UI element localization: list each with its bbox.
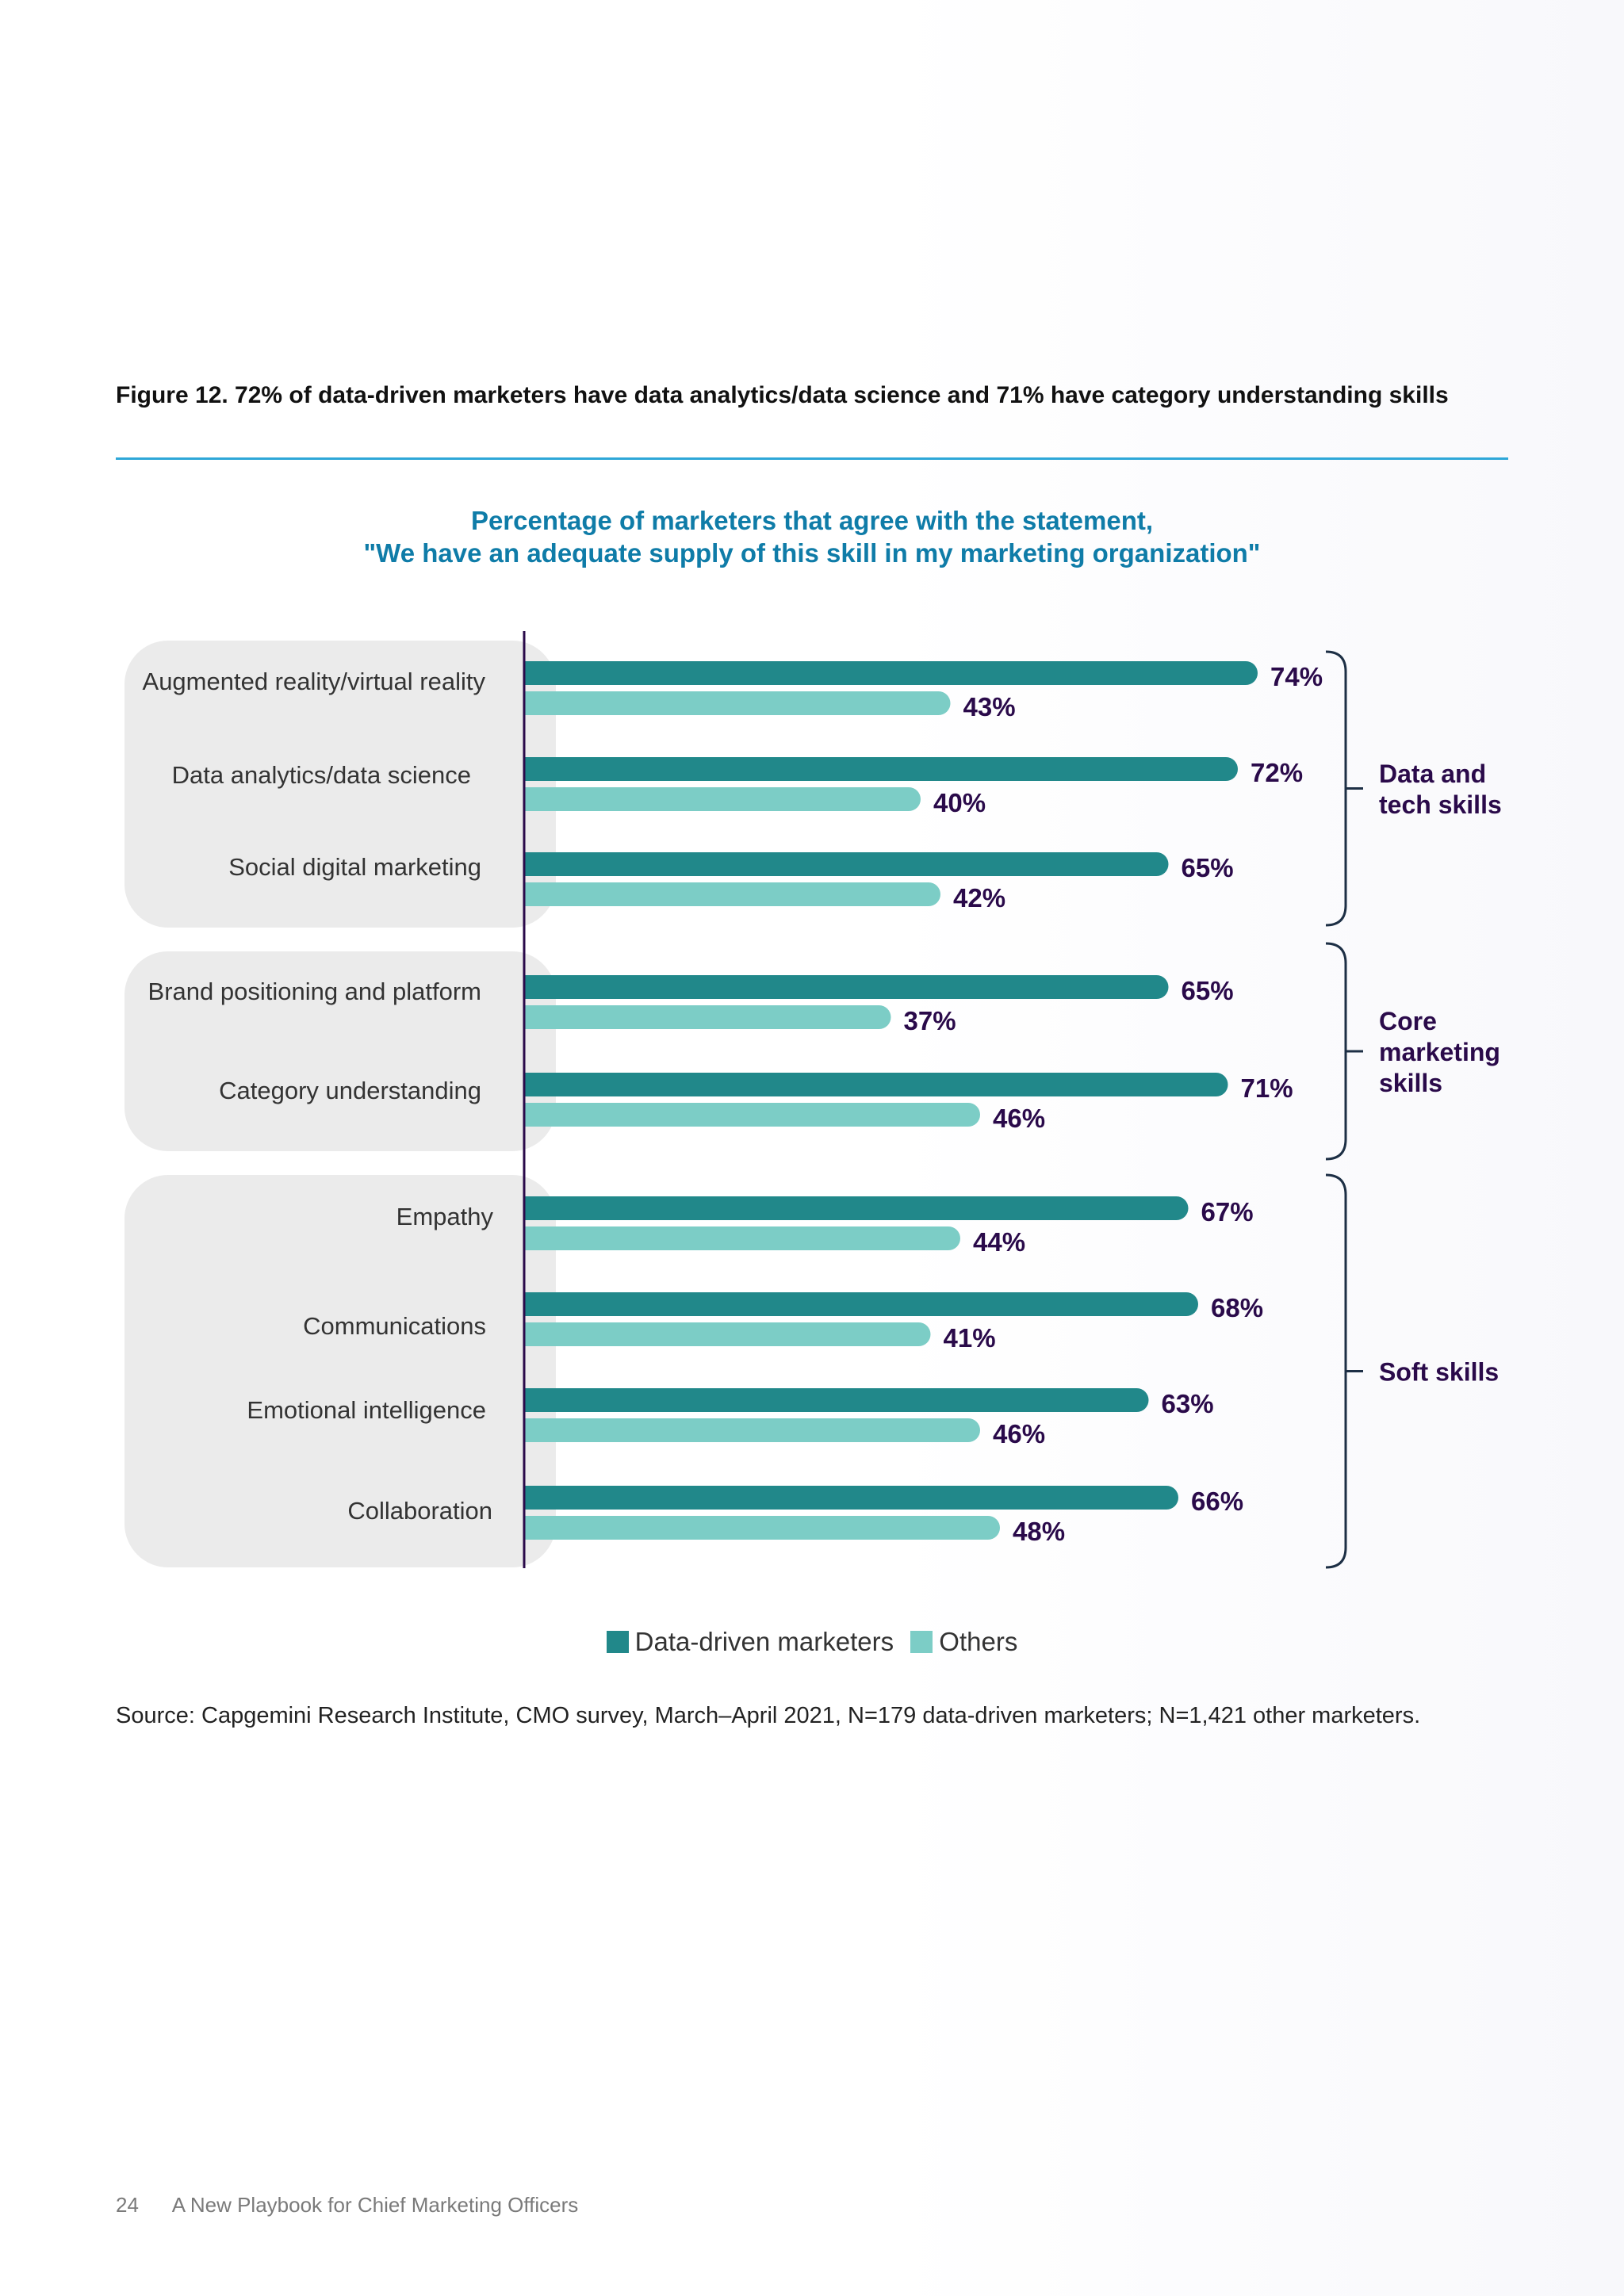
value-label-others: 41% xyxy=(944,1323,996,1353)
bar-data-driven xyxy=(524,1388,1149,1412)
figure-title: Figure 12. 72% of data-driven marketers … xyxy=(116,382,1449,408)
page-footer: 24 A New Playbook for Chief Marketing Of… xyxy=(116,2193,578,2218)
bar-data-driven xyxy=(524,757,1238,781)
bar-data-driven-base xyxy=(524,852,540,876)
bar-others xyxy=(524,691,951,715)
value-label-others: 44% xyxy=(973,1227,1025,1257)
bar-others xyxy=(524,1418,980,1442)
bar-data-driven xyxy=(524,1073,1228,1096)
bar-data-driven xyxy=(524,1292,1198,1316)
bar-data-driven-base xyxy=(524,975,540,999)
bar-others-base xyxy=(524,1103,540,1127)
bar-others xyxy=(524,1322,931,1346)
bar-data-driven-base xyxy=(524,1486,540,1510)
value-label-data-driven: 72% xyxy=(1251,758,1303,787)
chart-legend: Data-driven marketers Others xyxy=(0,1627,1624,1659)
source-note: Source: Capgemini Research Institute, CM… xyxy=(116,1703,1421,1728)
chart-heading: Percentage of marketers that agree with … xyxy=(116,504,1508,569)
value-label-data-driven: 68% xyxy=(1211,1293,1263,1322)
bar-others xyxy=(524,1226,960,1250)
category-label: Social digital marketing xyxy=(228,853,481,881)
bar-others-base xyxy=(524,1418,540,1442)
bar-data-driven-base xyxy=(524,1073,540,1096)
value-label-data-driven: 74% xyxy=(1270,662,1323,691)
value-label-others: 40% xyxy=(933,788,986,817)
group-panel-2 xyxy=(124,951,556,1151)
value-label-others: 42% xyxy=(953,883,1005,913)
value-label-others: 46% xyxy=(993,1104,1045,1133)
bar-data-driven xyxy=(524,852,1169,876)
value-label-data-driven: 65% xyxy=(1182,976,1234,1005)
chart-heading-line-2: "We have an adequate supply of this skil… xyxy=(363,538,1261,568)
category-label: Brand positioning and platform xyxy=(148,978,481,1005)
legend-item-data-driven: Data-driven marketers xyxy=(606,1627,894,1657)
bar-others-base xyxy=(524,691,540,715)
bar-data-driven xyxy=(524,1486,1178,1510)
bar-others xyxy=(524,882,940,906)
bar-data-driven xyxy=(524,1196,1189,1220)
bar-others-base xyxy=(524,787,540,811)
bar-data-driven-base xyxy=(524,1388,540,1412)
bar-others xyxy=(524,787,921,811)
chart-heading-line-1: Percentage of marketers that agree with … xyxy=(470,506,1154,535)
value-label-data-driven: 71% xyxy=(1241,1073,1293,1103)
value-label-data-driven: 67% xyxy=(1201,1197,1254,1226)
bar-others xyxy=(524,1516,1000,1540)
group-label-line: tech skills xyxy=(1379,790,1502,819)
bar-others-base xyxy=(524,1322,540,1346)
bar-data-driven xyxy=(524,661,1258,685)
value-label-data-driven: 63% xyxy=(1162,1389,1214,1418)
value-label-data-driven: 66% xyxy=(1191,1487,1243,1516)
group-bracket-3 xyxy=(1325,1173,1347,1569)
group-label-line: Data and xyxy=(1379,760,1486,788)
bar-others-base xyxy=(524,1516,540,1540)
page-number: 24 xyxy=(116,2193,139,2217)
value-label-others: 46% xyxy=(993,1419,1045,1448)
group-bracket-2 xyxy=(1325,942,1347,1161)
category-label: Augmented reality/virtual reality xyxy=(143,668,486,695)
category-label: Collaboration xyxy=(347,1497,492,1525)
bar-data-driven-base xyxy=(524,757,540,781)
bar-data-driven-base xyxy=(524,1292,540,1316)
document-title: A New Playbook for Chief Marketing Offic… xyxy=(171,2193,579,2217)
group-label-line: skills xyxy=(1379,1069,1442,1097)
bar-others-base xyxy=(524,1005,540,1029)
value-label-others: 48% xyxy=(1013,1517,1065,1546)
legend-swatch-data-driven xyxy=(606,1631,629,1653)
bar-data-driven-base xyxy=(524,1196,540,1220)
category-label: Emotional intelligence xyxy=(247,1396,486,1424)
bar-others xyxy=(524,1005,891,1029)
legend-swatch-others xyxy=(910,1631,933,1653)
group-label-line: marketing xyxy=(1379,1038,1500,1066)
bar-others-base xyxy=(524,882,540,906)
bar-data-driven-base xyxy=(524,661,540,685)
category-label: Empathy xyxy=(396,1203,494,1230)
bar-data-driven xyxy=(524,975,1169,999)
group-panel-1 xyxy=(124,641,556,928)
bar-chart: Augmented reality/virtual reality Data an… xyxy=(124,631,1502,1569)
legend-item-others: Others xyxy=(910,1627,1017,1657)
legend-label-data-driven: Data-driven marketers xyxy=(634,1627,894,1656)
value-label-data-driven: 65% xyxy=(1182,853,1234,882)
category-label: Communications xyxy=(303,1312,486,1340)
group-bracket-1 xyxy=(1325,650,1347,927)
group-panel-3 xyxy=(124,1175,556,1567)
value-label-others: 37% xyxy=(904,1006,956,1035)
group-label-line: Core xyxy=(1379,1007,1437,1035)
legend-label-others: Others xyxy=(939,1627,1018,1656)
category-label: Category understanding xyxy=(219,1077,481,1104)
group-label-line: Soft skills xyxy=(1379,1358,1499,1387)
category-label: Data analytics/data science xyxy=(172,761,471,789)
bar-others-base xyxy=(524,1226,540,1250)
title-divider xyxy=(116,457,1508,460)
value-label-others: 43% xyxy=(963,692,1016,721)
bar-others xyxy=(524,1103,980,1127)
